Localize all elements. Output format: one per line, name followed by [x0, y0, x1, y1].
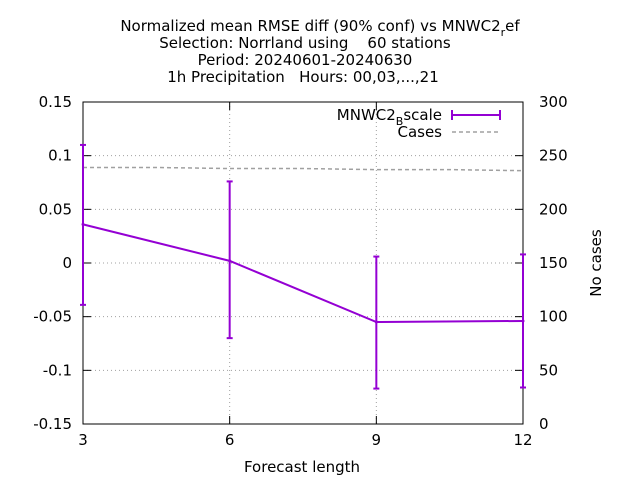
y2-tick-label: 50 [539, 361, 558, 379]
y2-tick-label: 300 [539, 93, 568, 111]
legend-label-cases: Cases [397, 123, 442, 141]
data-point [228, 259, 232, 263]
title-line-4: 1h Precipitation Hours: 00,03,...,21 [167, 68, 439, 86]
cases-line [83, 166, 524, 172]
x-tick-label: 6 [225, 431, 235, 449]
y-tick-label: 0.15 [39, 93, 72, 111]
y2-tick-label: 250 [539, 147, 568, 165]
legend-label-mnwc2-bscale: MNWC2Bscale [337, 106, 442, 128]
y-tick-label: -0.05 [33, 308, 72, 326]
data-point [81, 222, 85, 226]
chart-title: Normalized mean RMSE diff (90% conf) vs … [120, 17, 520, 86]
x-axis-label: Forecast length [244, 458, 360, 476]
y2-axis-label: No cases [587, 229, 605, 297]
y2-axis-ticks: 300 250 200 150 100 50 0 [515, 93, 568, 433]
x-axis-ticks: 3 6 9 12 [78, 102, 533, 449]
mnwc2-bscale-series [80, 143, 526, 390]
y2-tick-label: 150 [539, 254, 568, 272]
y2-tick-label: 0 [539, 415, 549, 433]
x-tick-label: 9 [372, 431, 382, 449]
y2-tick-label: 200 [539, 200, 568, 218]
title-line-2: Selection: Norrland using 60 stations [159, 34, 451, 52]
y-tick-label: 0 [62, 254, 72, 272]
y-axis-ticks: 0.15 0.1 0.05 0 -0.05 -0.1 -0.15 [33, 93, 91, 433]
cases-series [83, 166, 524, 172]
y-tick-label: -0.1 [43, 361, 72, 379]
series-line [82, 223, 524, 324]
title-line-3: Period: 20240601-20240630 [198, 51, 413, 69]
y-tick-label: -0.15 [33, 415, 72, 433]
legend-swatch-mnwc2-bscale [451, 110, 501, 120]
y2-tick-label: 100 [539, 308, 568, 326]
x-tick-label: 3 [78, 431, 88, 449]
y-tick-label: 0.1 [48, 147, 72, 165]
x-tick-label: 12 [513, 431, 532, 449]
legend: MNWC2Bscale Cases [337, 106, 501, 141]
data-point [374, 320, 378, 324]
y-tick-label: 0.05 [39, 200, 72, 218]
title-line-1: Normalized mean RMSE diff (90% conf) vs … [120, 17, 520, 39]
grid [83, 102, 523, 424]
data-point [521, 319, 525, 323]
